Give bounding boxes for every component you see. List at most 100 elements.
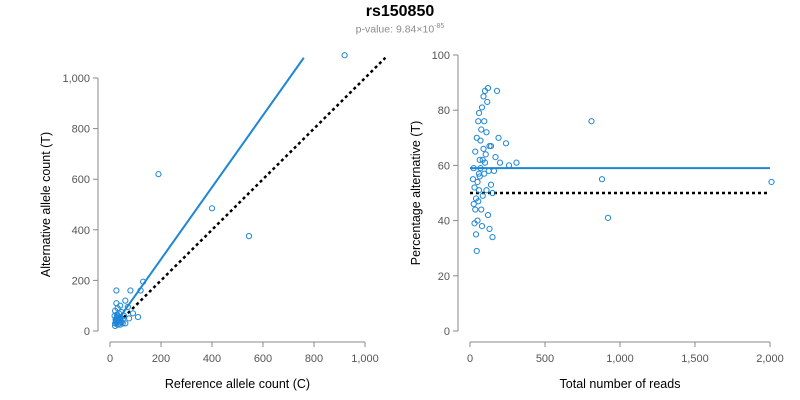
data-point (479, 192, 486, 199)
data-point (490, 167, 498, 175)
data-point (480, 145, 487, 152)
data-point (127, 287, 134, 294)
x-tick-label: 500 (536, 353, 554, 365)
data-point (477, 165, 484, 172)
data-point (489, 234, 496, 241)
x-tick-label: 1,000 (351, 353, 379, 365)
data-point (493, 87, 501, 94)
data-point (124, 303, 131, 311)
data-point (471, 220, 478, 227)
data-point (208, 205, 216, 212)
allele-count-scatter: 0 200 400 600 800 1,000 0 200 400 600 800 1,000 Refe… (39, 52, 387, 391)
x-tick-label: 1,500 (681, 353, 709, 365)
data-point (113, 287, 120, 294)
data-point (483, 129, 490, 136)
y-tick-label: 20 (438, 271, 450, 283)
data-point (475, 118, 482, 125)
x-tick-label: 0 (107, 353, 113, 365)
percentage-alternative-scatter: 0 500 1,000 1,500 2,000 0 20 40 60 80 100 Total num… (409, 50, 784, 391)
data-point (155, 171, 162, 178)
data-point (768, 178, 775, 186)
data-point (113, 319, 120, 326)
data-point (129, 310, 137, 317)
data-point (126, 315, 133, 322)
data-point (116, 315, 123, 322)
data-point (475, 109, 483, 117)
data-point (588, 118, 595, 125)
data-point (478, 223, 486, 230)
reference-line (114, 56, 387, 327)
x-axis-title: Reference allele count (C) (165, 377, 310, 391)
y-tick-label: 200 (72, 275, 90, 287)
data-point (484, 211, 492, 219)
x-tick-label: 2,000 (756, 353, 784, 365)
data-point (478, 206, 485, 213)
fit-line (113, 57, 305, 326)
data-point (486, 225, 493, 232)
x-tick-label: 0 (467, 353, 473, 365)
data-point (481, 170, 488, 177)
y-tick-label: 100 (432, 50, 450, 62)
data-point (481, 87, 489, 94)
data-point (472, 195, 480, 202)
data-point (479, 156, 486, 163)
data-point (473, 134, 480, 141)
data-point (113, 311, 120, 318)
y-tick-label: 40 (438, 216, 450, 228)
x-tick-label: 200 (152, 353, 170, 365)
data-point (472, 231, 480, 238)
data-point (470, 165, 477, 172)
data-point (472, 148, 479, 155)
data-point (122, 297, 129, 304)
y-axis-title: Percentage alternative (T) (409, 121, 423, 266)
data-point (470, 200, 477, 208)
data-point (487, 181, 495, 188)
data-point (475, 187, 483, 194)
data-point (598, 176, 606, 183)
data-point (476, 156, 483, 163)
chart-title: rs150850 (365, 3, 435, 20)
y-tick-label: 80 (438, 105, 450, 117)
data-point (481, 118, 488, 125)
data-point (137, 287, 144, 294)
data-point (140, 278, 147, 285)
data-point (341, 52, 348, 59)
data-point (245, 233, 253, 240)
data-point (478, 126, 485, 133)
data-point (496, 159, 504, 166)
x-tick-label: 400 (203, 353, 221, 365)
data-point (469, 176, 477, 183)
data-point (513, 159, 520, 166)
data-point (484, 98, 491, 106)
data-point (505, 162, 513, 169)
data-point (495, 134, 502, 141)
data-point (492, 154, 499, 161)
p-value-exponent: -85 (434, 23, 445, 30)
data-point (485, 167, 492, 175)
chart-subtitle: p-value: 9.84×10-85 (0, 23, 800, 36)
data-point (478, 104, 486, 111)
x-axis-title: Total number of reads (560, 377, 681, 391)
data-point (486, 142, 493, 150)
data-point (482, 151, 489, 158)
data-point (476, 173, 483, 180)
data-point (480, 93, 487, 100)
y-tick-label: 0 (444, 326, 450, 338)
data-point (489, 189, 496, 197)
y-tick-label: 600 (72, 174, 90, 186)
p-value-text: p-value: 9.84×10 (355, 23, 435, 36)
x-tick-label: 1,000 (606, 353, 634, 365)
data-point (604, 214, 612, 221)
y-tick-label: 60 (438, 160, 450, 172)
data-point (483, 187, 490, 194)
x-tick-label: 600 (254, 353, 272, 365)
y-axis-title: Alternative allele count (T) (39, 132, 53, 277)
data-point (502, 140, 510, 147)
x-tick-label: 800 (305, 353, 323, 365)
data-point (473, 247, 480, 255)
data-point (474, 178, 481, 186)
data-point (134, 313, 142, 321)
data-point (472, 206, 479, 213)
data-point (471, 184, 478, 191)
